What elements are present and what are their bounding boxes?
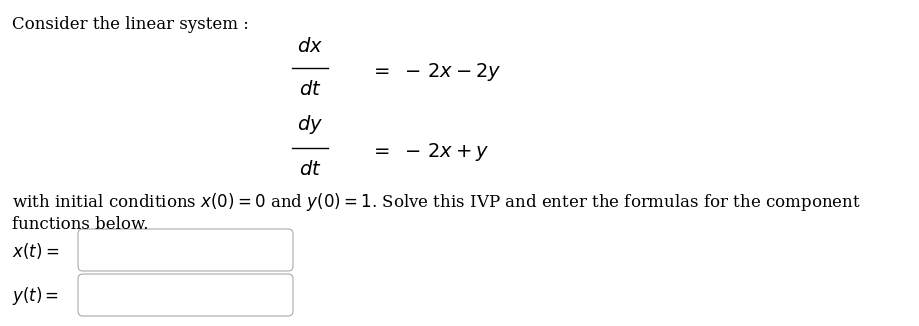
Text: $dt$: $dt$ [299,80,321,99]
Text: $x(t) =$: $x(t) =$ [12,241,59,261]
Text: Consider the linear system :: Consider the linear system : [12,16,249,33]
Text: $=\ -\,2x + y$: $=\ -\,2x + y$ [369,141,489,163]
Text: $dx$: $dx$ [297,37,323,56]
Text: $y(t) =$: $y(t) =$ [12,285,59,307]
Text: functions below.: functions below. [12,216,148,233]
Text: $=\ -\,2x - 2y$: $=\ -\,2x - 2y$ [369,61,501,83]
Text: $dt$: $dt$ [299,160,321,179]
FancyBboxPatch shape [78,274,292,316]
Text: with initial conditions $x(0) = 0$ and $y(0) = 1$. Solve this IVP and enter the : with initial conditions $x(0) = 0$ and $… [12,191,860,213]
FancyBboxPatch shape [78,229,292,271]
Text: $dy$: $dy$ [297,113,323,136]
